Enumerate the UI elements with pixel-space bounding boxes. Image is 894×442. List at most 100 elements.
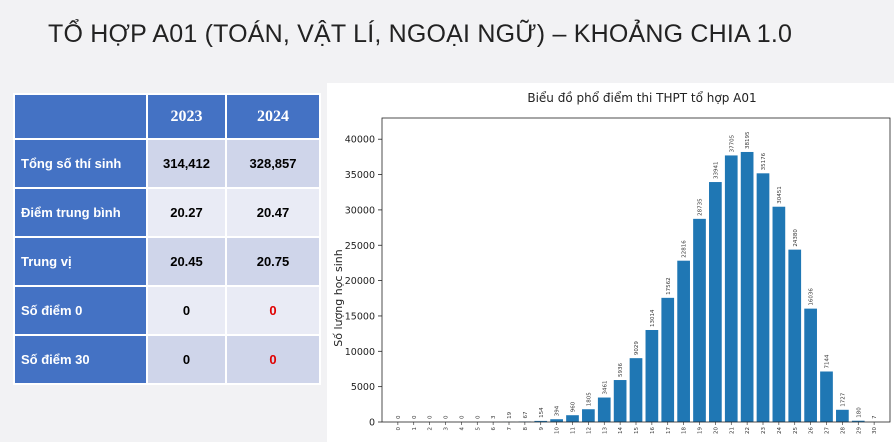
bar xyxy=(582,409,595,422)
x-tick-label: 24 xyxy=(777,427,783,434)
bar-value-label: 28735 xyxy=(698,198,704,216)
x-tick-label: 25 xyxy=(793,427,799,434)
x-tick-label: 10 xyxy=(555,427,561,434)
x-tick-label: 27 xyxy=(825,427,831,434)
bar-value-label: 33941 xyxy=(713,162,719,180)
bar xyxy=(756,173,770,422)
table-row-average-score: Điểm trung bình 20.27 20.47 xyxy=(13,187,321,238)
bar-value-label: 1805 xyxy=(586,392,592,406)
cell-2023: 0 xyxy=(146,334,227,385)
table-header-2024: 2024 xyxy=(225,93,321,140)
x-tick-label: 4 xyxy=(459,427,465,431)
row-label: Số điểm 0 xyxy=(13,285,148,336)
x-tick-label: 30 xyxy=(872,427,878,434)
bar xyxy=(851,420,865,422)
bar-value-label: 16036 xyxy=(809,288,815,306)
cell-2024: 0 xyxy=(225,285,321,336)
x-tick-label: 1 xyxy=(412,427,418,431)
bar-value-label: 0 xyxy=(459,415,465,419)
bar xyxy=(534,420,548,422)
cell-2024: 0 xyxy=(225,334,321,385)
x-tick-label: 16 xyxy=(650,427,656,434)
bar-value-label: 30451 xyxy=(777,186,783,204)
bar xyxy=(661,297,675,422)
cell-2024: 20.47 xyxy=(225,187,321,238)
bar-value-label: 3 xyxy=(491,415,497,419)
bar-value-label: 0 xyxy=(412,415,418,419)
bar-value-label: 394 xyxy=(555,405,561,416)
bar-value-label: 0 xyxy=(428,415,434,419)
bar-value-label: 1727 xyxy=(840,392,846,406)
bar xyxy=(693,218,706,422)
table-header-2023: 2023 xyxy=(146,93,227,140)
table-row-median: Trung vị 20.45 20.75 xyxy=(13,236,321,287)
bar-value-label: 154 xyxy=(539,407,545,418)
bar xyxy=(772,206,786,422)
bar xyxy=(629,358,643,422)
x-tick-label: 14 xyxy=(618,427,624,434)
x-tick-label: 11 xyxy=(571,427,577,434)
bar-value-label: 22816 xyxy=(682,240,688,258)
x-tick-label: 29 xyxy=(856,427,862,434)
bar xyxy=(597,397,611,422)
bar-value-label: 67 xyxy=(523,411,529,418)
bar-value-label: 35176 xyxy=(761,152,767,170)
bar-value-label: 19 xyxy=(507,411,513,418)
row-label: Trung vị xyxy=(13,236,148,287)
y-tick-label: 15000 xyxy=(345,311,375,322)
x-tick-label: 20 xyxy=(713,427,719,434)
x-tick-label: 5 xyxy=(475,427,481,431)
table-row-score-thirty: Số điểm 30 0 0 xyxy=(13,334,321,385)
bar xyxy=(724,155,738,422)
bar-value-label: 7144 xyxy=(825,354,831,368)
cell-2023: 0 xyxy=(146,285,227,336)
x-tick-label: 19 xyxy=(698,427,704,434)
x-tick-label: 8 xyxy=(523,427,529,431)
y-axis: 0 5000 10000 15000 20000 25000 30000 35000 40000 xyxy=(345,135,382,429)
cell-2023: 314,412 xyxy=(146,138,227,189)
x-tick-label: 7 xyxy=(507,427,513,431)
cell-2024: 328,857 xyxy=(225,138,321,189)
y-tick-label: 25000 xyxy=(345,241,375,252)
bar xyxy=(566,415,579,422)
x-axis: 0 1 2 3 4 5 6 7 8 9 10 11 12 13 14 15 16 17 18 19 20 21 22 23 24… xyxy=(396,422,878,434)
table-row-total-candidates: Tổng số thí sinh 314,412 328,857 xyxy=(13,138,321,189)
bar-value-label: 180 xyxy=(856,407,862,418)
x-tick-label: 18 xyxy=(682,427,688,434)
x-tick-label: 6 xyxy=(491,427,497,431)
bar-labels: 0 0 0 0 0 0 3 19 67 154 394 960 1805 3461 5936 9029 1301… xyxy=(396,131,878,419)
bar-value-label: 5936 xyxy=(618,363,624,377)
bar-value-label: 24380 xyxy=(793,229,799,247)
score-distribution-chart: Biểu đồ phổ điểm thi THPT tổ hợp A01 Số … xyxy=(332,91,891,434)
bar-value-label: 0 xyxy=(475,415,481,419)
y-tick-label: 40000 xyxy=(345,135,375,146)
x-tick-label: 9 xyxy=(539,427,545,431)
stats-table: 2023 2024 Tổng số thí sinh 314,412 328,8… xyxy=(13,93,321,385)
bar-value-label: 38195 xyxy=(745,131,751,149)
table-row-score-zero: Số điểm 0 0 0 xyxy=(13,285,321,336)
bar-value-label: 0 xyxy=(396,415,402,419)
x-tick-label: 26 xyxy=(809,427,815,434)
bar-value-label: 0 xyxy=(444,415,450,419)
bar-value-label: 9029 xyxy=(634,341,640,355)
x-tick-label: 0 xyxy=(396,427,402,431)
bar xyxy=(836,409,849,422)
y-tick-label: 20000 xyxy=(345,276,375,287)
x-tick-label: 12 xyxy=(586,427,592,434)
x-tick-label: 15 xyxy=(634,427,640,434)
chart-panel: Biểu đồ phổ điểm thi THPT tổ hợp A01 Số … xyxy=(327,83,894,442)
y-tick-label: 5000 xyxy=(351,382,375,393)
slide-title: TỔ HỢP A01 (TOÁN, VẬT LÍ, NGOẠI NGỮ) – K… xyxy=(48,20,793,48)
cell-2024: 20.75 xyxy=(225,236,321,287)
x-tick-label: 22 xyxy=(745,427,751,434)
bar-value-label: 7 xyxy=(872,415,878,419)
x-tick-label: 23 xyxy=(761,427,767,434)
chart-title: Biểu đồ phổ điểm thi THPT tổ hợp A01 xyxy=(527,91,756,105)
y-tick-label: 0 xyxy=(369,418,375,429)
bar xyxy=(550,419,563,422)
x-tick-label: 21 xyxy=(729,427,735,434)
x-tick-label: 13 xyxy=(602,427,608,434)
cell-2023: 20.45 xyxy=(146,236,227,287)
bar xyxy=(645,329,659,422)
bar xyxy=(820,371,833,422)
